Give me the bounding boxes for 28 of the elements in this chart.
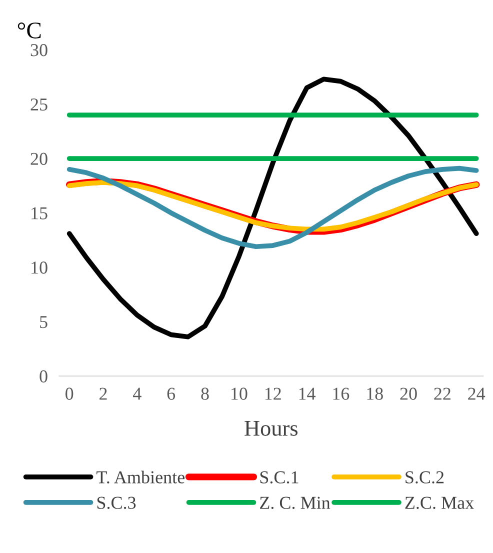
x-tick-label: 8 [201, 388, 209, 400]
x-tick-label: 4 [133, 388, 142, 400]
legend-label: S.C.3 [97, 496, 136, 509]
x-tick-label: 2 [100, 388, 107, 400]
legend-label: S.C.2 [406, 471, 444, 484]
y-tick-label: 10 [32, 262, 48, 274]
y-tick-label: 15 [32, 207, 48, 220]
y-tick-label: 0 [40, 370, 48, 382]
x-tick-label: 22 [434, 388, 450, 400]
legend-label: T. Ambiente [96, 470, 185, 484]
x-tick-label: 24 [468, 388, 486, 400]
legend-label: Z. C. Min [260, 496, 330, 509]
x-tick-label: 6 [167, 388, 176, 400]
y-tick-label: 25 [30, 98, 48, 111]
x-tick-label: 0 [66, 388, 74, 400]
y-axis-title: °C [18, 22, 41, 38]
x-tick-label: 16 [333, 388, 350, 400]
x-tick-label: 20 [400, 388, 417, 400]
legend-label: Z.C. Max [405, 496, 474, 509]
y-tick-label: 5 [40, 316, 48, 328]
y-tick-label: 20 [30, 152, 48, 165]
x-tick-label: 12 [265, 388, 281, 400]
x-tick-label: 14 [299, 388, 316, 400]
x-tick-label: 18 [367, 388, 383, 400]
x-axis-title: Hours [244, 421, 298, 436]
legend-label: S.C.1 [260, 471, 298, 484]
y-tick-label: 30 [30, 44, 48, 56]
x-tick-label: 10 [231, 388, 248, 400]
